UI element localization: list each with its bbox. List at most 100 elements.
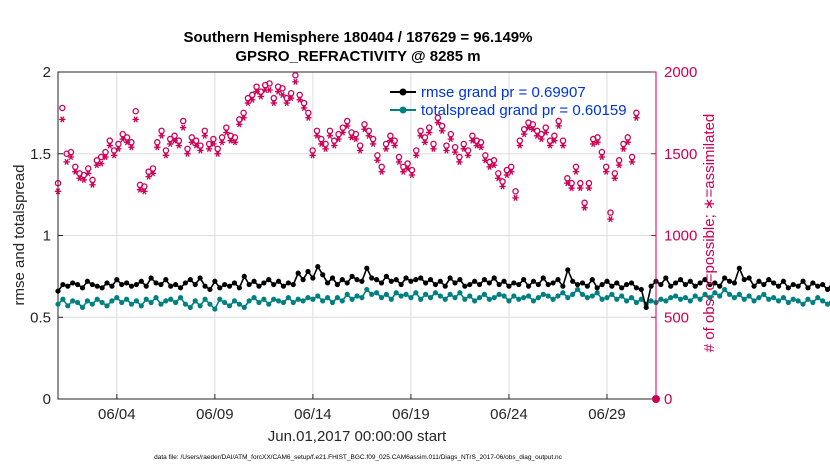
totalspread-point xyxy=(668,295,674,301)
obs-assimilated-point xyxy=(438,127,446,134)
totalspread-point xyxy=(153,295,159,301)
obs-possible-point xyxy=(451,143,459,151)
obs-possible-point xyxy=(434,114,442,122)
chart-title: Southern Hemisphere 180404 / 187629 = 96… xyxy=(184,29,533,46)
obs-assimilated-point xyxy=(361,126,368,133)
totalspread-point xyxy=(687,298,693,304)
obs-possible-point xyxy=(223,124,230,131)
obs-possible-point xyxy=(572,163,580,171)
rmse-point xyxy=(525,283,532,289)
obs-possible-point xyxy=(482,152,489,159)
obs-possible-point xyxy=(110,147,118,154)
obs-possible-point xyxy=(80,171,88,179)
rmse-point xyxy=(702,277,708,283)
rmse-point xyxy=(99,285,105,291)
y-right-tick-label: 0 xyxy=(664,391,672,408)
rmse-point xyxy=(324,280,331,286)
totalspread-point xyxy=(324,295,331,301)
totalspread-point xyxy=(472,298,478,304)
rmse-point xyxy=(300,277,306,283)
totalspread-point xyxy=(805,296,811,302)
totalspread-point xyxy=(55,301,61,307)
totalspread-point xyxy=(692,293,698,299)
rmse-point xyxy=(226,283,233,289)
rmse-point xyxy=(815,283,821,289)
obs-possible-point xyxy=(542,124,549,131)
obs-assimilated-point xyxy=(395,158,403,166)
rmse-point xyxy=(550,280,556,286)
obs-possible-point xyxy=(179,117,187,125)
totalspread-point xyxy=(329,299,336,306)
obs-possible-point xyxy=(520,125,528,133)
obs-assimilated-point xyxy=(54,188,62,195)
obs-assimilated-point xyxy=(106,142,113,149)
legend-rmse-label: rmse grand pr = 0.69907 xyxy=(421,84,586,101)
rmse-point xyxy=(530,278,537,284)
legend-rmse-marker xyxy=(399,88,407,96)
obs-possible-point xyxy=(607,209,614,216)
y-tick-label: 0.5 xyxy=(30,309,51,326)
x-tick-label: 06/09 xyxy=(196,406,234,423)
rmse-point xyxy=(741,277,747,283)
totalspread-point xyxy=(89,301,95,307)
obs-possible-point xyxy=(469,132,476,140)
totalspread-point xyxy=(467,293,473,299)
rmse-point xyxy=(824,286,830,293)
y-right-axis-ticks: 0 500 1000 1500 2000 xyxy=(651,64,697,408)
x-tick-label: 06/04 xyxy=(98,406,136,423)
obs-possible-point xyxy=(192,137,200,144)
totalspread-point xyxy=(168,296,174,302)
totalspread-point xyxy=(476,295,483,301)
totalspread-point xyxy=(594,290,600,296)
obs-possible-point xyxy=(313,127,321,135)
rmse-point xyxy=(266,277,272,283)
totalspread-point xyxy=(133,298,140,304)
obs-assimilated-point xyxy=(352,135,360,143)
obs-assimilated-point xyxy=(205,145,213,152)
rmse-point xyxy=(717,283,723,289)
totalspread-point xyxy=(574,286,581,293)
obs-assimilated-point xyxy=(274,88,282,95)
rmse-point xyxy=(413,277,419,283)
obs-possible-point xyxy=(154,139,161,146)
obs-possible-point xyxy=(594,134,601,141)
totalspread-point xyxy=(275,298,282,304)
rmse-point xyxy=(756,278,762,284)
obs-possible-point xyxy=(456,153,463,161)
obs-assimilated-point xyxy=(633,114,640,121)
rmse-point xyxy=(271,281,277,288)
obs-possible-point xyxy=(421,134,429,141)
totalspread-point xyxy=(432,290,439,296)
rmse-point xyxy=(334,281,340,288)
obs-assimilated-point xyxy=(89,181,96,188)
obs-possible-point xyxy=(395,153,403,161)
obs-possible-point xyxy=(184,145,191,153)
obs-assimilated-point xyxy=(503,171,511,179)
totalspread-point xyxy=(202,296,208,302)
totalspread-point xyxy=(516,296,522,302)
obs-possible-point xyxy=(287,90,295,97)
obs-assimilated-point xyxy=(128,144,135,151)
rmse-point xyxy=(491,275,497,281)
obs-assimilated-point xyxy=(80,176,88,184)
totalspread-point xyxy=(261,296,267,302)
totalspread-point xyxy=(197,303,203,309)
rmse-point xyxy=(712,280,718,286)
totalspread-point xyxy=(182,301,189,307)
obs-possible-point xyxy=(538,130,545,138)
totalspread-point xyxy=(540,291,546,297)
rmse-point xyxy=(751,283,757,289)
rmse-point xyxy=(761,281,767,288)
totalspread-point xyxy=(207,301,213,307)
obs-possible-point xyxy=(555,117,562,125)
rmse-point xyxy=(555,277,561,283)
rmse-point xyxy=(109,283,115,289)
obs-assimilated-point xyxy=(192,142,200,149)
obs-possible-point xyxy=(145,168,152,175)
obs-assimilated-point xyxy=(266,86,273,94)
rmse-point xyxy=(104,280,110,286)
rmse-point xyxy=(604,278,610,284)
rmse-point xyxy=(403,275,409,281)
obs-assimilated-point xyxy=(533,132,541,139)
obs-possible-point xyxy=(559,137,567,144)
